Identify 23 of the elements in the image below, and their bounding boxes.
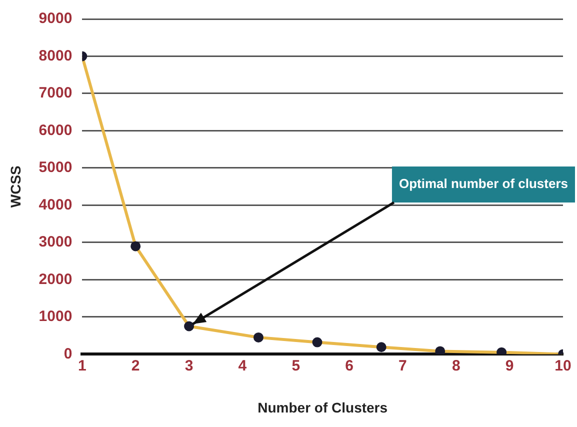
y-axis-title: WCSS xyxy=(7,166,24,208)
y-tick-label: 9000 xyxy=(38,10,72,28)
y-tick-label: 2000 xyxy=(38,270,72,288)
annotation: Optimal number of clusters xyxy=(398,176,568,192)
x-tick-label: 7 xyxy=(398,357,407,374)
x-tick-label: 5 xyxy=(292,357,300,374)
x-tick-label: 10 xyxy=(554,357,572,374)
x-axis-title: Number of Clusters xyxy=(258,399,388,416)
x-tick-label: 2 xyxy=(131,357,140,374)
x-tick-label: 9 xyxy=(505,357,514,374)
x-tick-label: 4 xyxy=(238,357,248,374)
y-tick-label: 7000 xyxy=(38,84,72,102)
y-tick-label: 4000 xyxy=(38,196,72,214)
y-tick-label: 6000 xyxy=(38,122,72,139)
y-tick-label: 0 xyxy=(64,345,72,362)
x-tick-label: 6 xyxy=(345,357,354,374)
y-tick-label: 3000 xyxy=(38,234,72,251)
y-tick-label: 8000 xyxy=(38,47,72,64)
y-tick-label: 5000 xyxy=(38,159,72,176)
x-tick-label: 8 xyxy=(452,357,460,374)
x-tick-label: 1 xyxy=(78,357,86,374)
y-tick-label: 1000 xyxy=(38,308,72,326)
x-tick-label: 3 xyxy=(184,357,194,374)
